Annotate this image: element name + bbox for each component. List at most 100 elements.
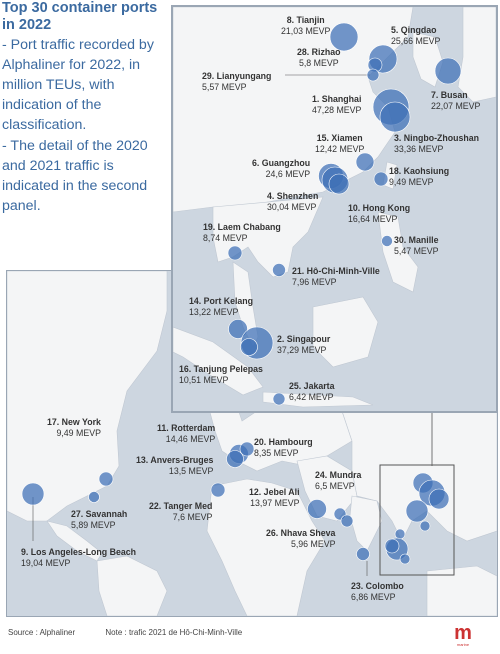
label-losangeles: 9. Los Angeles-Long Beach 19,04 MEVP [21, 547, 136, 569]
bubble-anvers [226, 450, 244, 468]
port-name: 19. Laem Chabang [203, 222, 281, 232]
label-hambourg: 20. Hambourg 8,35 MEVP [254, 437, 313, 459]
port-value: 9,49 MEVP [56, 428, 101, 438]
port-name: 21. Hô-Chi-Minh-Ville [292, 266, 380, 276]
port-value: 6,5 MEVP [315, 481, 355, 491]
label-rizhao: 28. Rizhao 5,8 MEVP [297, 47, 341, 69]
intro-desc-2: - The detail of the 2020 and 2021 traffi… [2, 138, 148, 214]
bubble-hambourg [239, 441, 255, 457]
port-value: 8,74 MEVP [203, 233, 248, 243]
label-hongkong: 10. Hong Kong 16,64 MEVP [348, 203, 410, 225]
port-value: 47,28 MEVP [312, 105, 362, 115]
port-name: 16. Tanjung Pelepas [179, 364, 263, 374]
zoom-area-rect [379, 464, 455, 576]
north-america-land [7, 271, 168, 522]
sumatra-land [173, 326, 264, 396]
port-value: 5,89 MEVP [71, 520, 116, 530]
port-value: 7,96 MEVP [292, 277, 337, 287]
bubble-asia-8 [384, 538, 400, 554]
bubble-jebelali [307, 499, 327, 519]
port-value: 9,49 MEVP [389, 177, 434, 187]
port-name: 11. Rotterdam [157, 423, 216, 433]
africa-land [206, 478, 326, 616]
port-name: 13. Anvers-Bruges [136, 455, 214, 465]
bubble-busan [434, 57, 462, 85]
port-value: 33,36 MEVP [394, 144, 444, 154]
port-value: 5,47 MEVP [394, 246, 439, 256]
label-hochiminh: 21. Hô-Chi-Minh-Ville 7,96 MEVP [292, 266, 380, 288]
asia-inset-svg [173, 7, 496, 408]
port-value: 37,29 MEVP [277, 345, 327, 355]
port-name: 12. Jebel Ali [249, 487, 300, 497]
bubble-asia-9 [399, 553, 411, 565]
java-land [262, 391, 374, 408]
label-mundra: 24. Mundra 6,5 MEVP [315, 470, 361, 492]
port-name: 17. New York [47, 417, 101, 427]
bubble-savannah [88, 491, 100, 503]
central-america-land [46, 520, 103, 562]
port-value: 21,03 MEVP [281, 26, 331, 36]
bubble-asia-3 [428, 488, 450, 510]
japan-land [457, 7, 496, 103]
bubble-asia-6 [394, 528, 406, 540]
bubble-tangermed [210, 482, 226, 498]
port-name: 10. Hong Kong [348, 203, 411, 213]
bubble-ningbo [379, 101, 411, 133]
label-manille: 30. Manille 5,47 MEVP [394, 235, 439, 257]
port-value: 13,5 MEVP [168, 466, 214, 476]
port-name: 4. Shenzhen [267, 191, 319, 201]
borneo-land [312, 296, 379, 368]
label-savannah: 27. Savannah 5,89 MEVP [71, 509, 127, 531]
label-lianyungang: 29. Lianyungang 5,57 MEVP [202, 71, 271, 93]
bubble-lianyungang [366, 68, 380, 82]
asia-inset-panel: 8. Tianjin 21,03 MEVP 5. Qingdao 25,66 M… [171, 5, 498, 413]
indochina-land [212, 196, 324, 278]
label-jebelali: 12. Jebel Ali 13,97 MEVP [249, 487, 300, 509]
intro-panel: Top 30 container ports in 2022 - Port tr… [2, 0, 172, 268]
bubble-hongkong [328, 173, 350, 195]
map-title: Top 30 container ports in 2022 [2, 0, 158, 33]
label-tianjin: 8. Tianjin 21,03 MEVP [281, 15, 330, 37]
port-value: 13,97 MEVP [250, 498, 300, 508]
port-name: 15. Xiamen [316, 133, 363, 143]
logo-text: marine [456, 642, 470, 647]
bubble-manille [381, 235, 393, 247]
label-nhavasheva: 26. Nhava Sheva 5,96 MEVP [266, 528, 335, 550]
footer: Source : Alphaliner Note : trafic 2021 d… [8, 628, 270, 637]
traffic-note: Note : trafic 2021 de Hô-Chi-Minh-Ville [105, 628, 243, 637]
label-jakarta: 25. Jakarta 6,42 MEVP [289, 381, 335, 403]
label-portkelang: 14. Port Kelang 13,22 MEVP [189, 296, 253, 318]
port-name: 24. Mundra [315, 470, 362, 480]
label-busan: 7. Busan 22,07 MEVP [431, 90, 480, 112]
bubble-portkelang [228, 319, 248, 339]
port-name: 14. Port Kelang [189, 296, 254, 306]
source-note: Source : Alphaliner [8, 628, 76, 637]
port-name: 7. Busan [431, 90, 468, 100]
port-name: 18. Kaohsiung [389, 166, 450, 176]
port-value: 24,6 MEVP [265, 169, 311, 179]
port-value: 5,96 MEVP [290, 539, 336, 549]
port-name: 22. Tanger Med [149, 501, 213, 511]
india-land [349, 495, 383, 552]
label-qingdao: 5. Qingdao 25,66 MEVP [391, 25, 440, 47]
label-singapour: 2. Singapour 37,29 MEVP [277, 334, 330, 356]
label-shanghai: 1. Shanghai 47,28 MEVP [312, 94, 361, 116]
port-value: 14,46 MEVP [165, 434, 216, 444]
port-name: 29. Lianyungang [202, 71, 272, 81]
port-name: 5. Qingdao [391, 25, 437, 35]
label-tangermed: 22. Tanger Med 7,6 MEVP [149, 501, 212, 523]
south-america-land [96, 555, 168, 616]
port-value: 7,6 MEVP [172, 512, 213, 522]
port-name: 23. Colombo [351, 581, 404, 591]
intro-desc-1: - Port traffic recorded by Alphaliner fo… [2, 37, 154, 133]
port-name: 6. Guangzhou [252, 158, 311, 168]
port-name: 20. Hambourg [254, 437, 313, 447]
port-value: 13,22 MEVP [189, 307, 239, 317]
bubble-hochiminh [272, 263, 286, 277]
port-value: 25,66 MEVP [391, 36, 441, 46]
label-shenzhen: 4. Shenzhen 30,04 MEVP [267, 191, 318, 213]
label-colombo: 23. Colombo 6,86 MEVP [351, 581, 404, 603]
port-value: 5,8 MEVP [298, 58, 339, 68]
label-ningbo: 3. Ningbo-Zhoushan 33,36 MEVP [394, 133, 479, 155]
port-value: 10,51 MEVP [179, 375, 229, 385]
